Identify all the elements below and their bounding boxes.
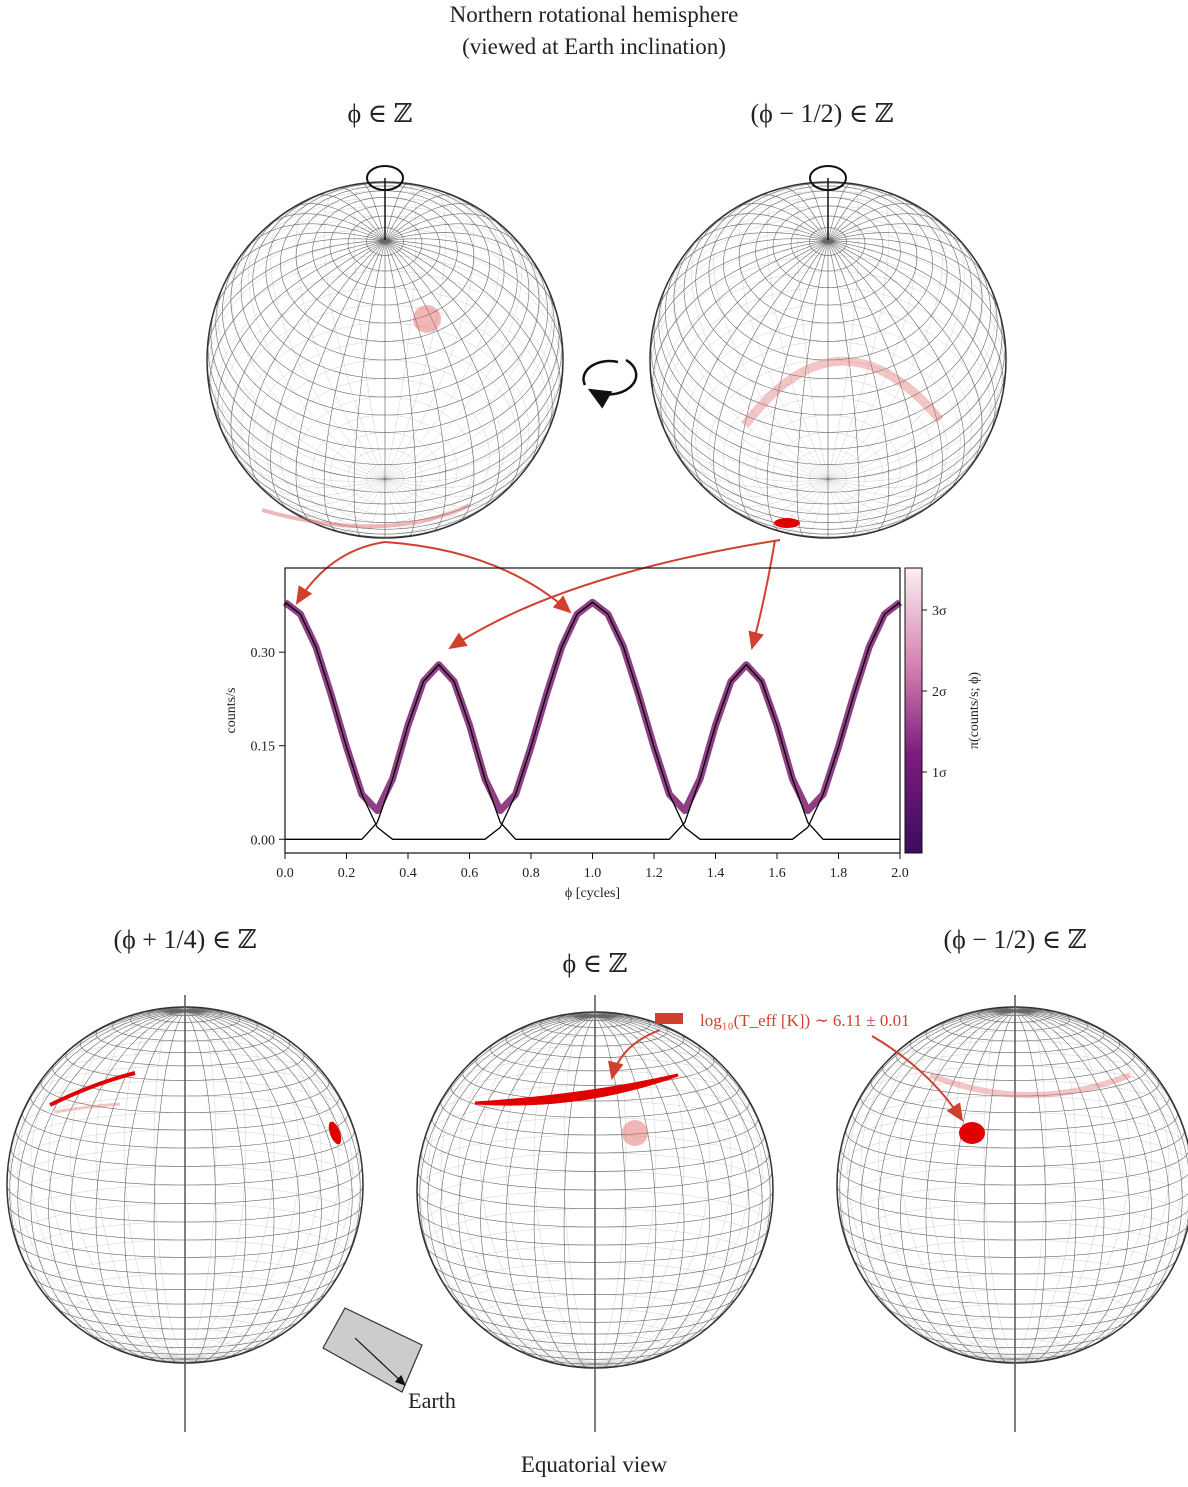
x-tick-label: 1.0 — [584, 866, 602, 881]
spot-legend — [655, 1013, 683, 1024]
x-tick-label: 2.0 — [891, 866, 909, 881]
rotation-icon — [587, 358, 638, 409]
y-tick-label: 0.15 — [251, 740, 276, 755]
x-tick-label: 0.8 — [522, 866, 540, 881]
y-axis-label: counts/s — [224, 688, 239, 734]
spot — [959, 1122, 985, 1144]
spot — [413, 305, 441, 333]
arrow — [871, 1035, 964, 1122]
spot — [54, 1102, 121, 1114]
rotation-loop — [366, 165, 404, 191]
x-tick-label: 0.0 — [276, 866, 294, 881]
spot — [928, 1072, 1132, 1098]
panel-label: ϕ ∈ ℤ — [563, 949, 628, 978]
bottom-title: Equatorial view — [521, 1452, 668, 1477]
earth-arrow — [354, 1337, 406, 1386]
arrow — [748, 539, 776, 650]
panel-label: ϕ ∈ ℤ — [348, 99, 413, 128]
spot — [474, 1073, 679, 1106]
y-tick-label: 0.30 — [251, 646, 276, 661]
x-tick-label: 0.6 — [461, 866, 479, 881]
decorations: Earth log₁₀(T_eff [K]) ∼ 6.11 ± 0.01 — [49, 165, 1132, 1432]
x-tick-label: 1.2 — [645, 866, 663, 881]
spot — [774, 518, 800, 528]
x-tick-label: 1.8 — [830, 866, 848, 881]
spot — [622, 1120, 648, 1146]
title-line: Northern rotational hemisphere — [450, 2, 739, 27]
arrow — [448, 539, 781, 650]
x-tick-label: 1.4 — [707, 866, 725, 881]
spheres — [6, 181, 1188, 1369]
series-line — [282, 598, 903, 815]
spot — [328, 1121, 342, 1145]
arrow — [295, 541, 386, 605]
spot — [741, 356, 944, 428]
colorbar-tick-label: 1σ — [932, 766, 947, 781]
colorbar-label: π(counts/s; ϕ) — [967, 672, 982, 749]
series-line — [285, 664, 900, 840]
x-axis-label: ϕ [cycles] — [565, 886, 620, 901]
arrow — [608, 1029, 661, 1080]
spot-label: log₁₀(T_eff [K]) ∼ 6.11 ± 0.01 — [700, 1011, 910, 1030]
rotation-icon — [582, 359, 619, 386]
y-tick-label: 0.00 — [251, 833, 276, 848]
panel-label: (ϕ + 1/4) ∈ ℤ — [113, 925, 256, 954]
rotation-loop — [809, 165, 847, 191]
earth-cone — [322, 1307, 423, 1393]
spot — [49, 1071, 136, 1107]
plot-frame — [284, 567, 901, 854]
title-line: (viewed at Earth inclination) — [462, 34, 726, 59]
panel-label: (ϕ − 1/2) ∈ ℤ — [750, 99, 893, 128]
spot — [261, 503, 471, 529]
earth-label: Earth — [408, 1388, 456, 1413]
light-curve-chart: 0.00 0.15 0.30 0.0 0.2 0.4 0.6 0.8 1.0 1.2 1.4 1.6 1… — [224, 567, 982, 901]
x-tick-label: 0.2 — [338, 866, 356, 881]
x-tick-label: 1.6 — [768, 866, 786, 881]
series-line — [284, 601, 901, 840]
colorbar-tick-label: 2σ — [932, 685, 947, 700]
colorbar-tick-label: 3σ — [932, 604, 947, 619]
colorbar — [904, 567, 923, 854]
x-tick-label: 0.4 — [399, 866, 417, 881]
panel-label: (ϕ − 1/2) ∈ ℤ — [943, 925, 1086, 954]
